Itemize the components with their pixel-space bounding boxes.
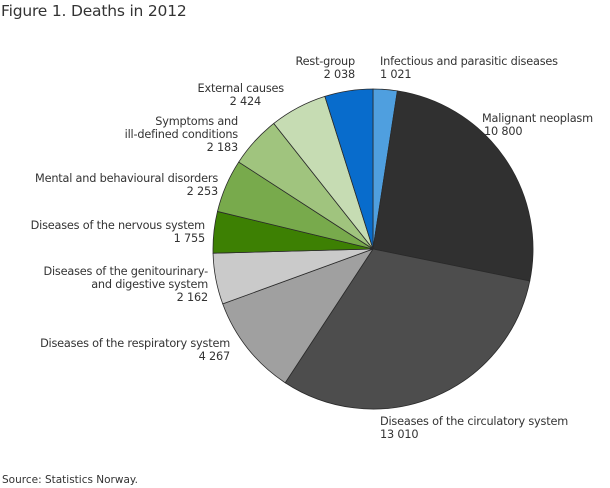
label-text: Diseases of the nervous system <box>30 219 206 232</box>
label-value: 2 253 <box>186 185 219 198</box>
label-genitourinary: Diseases of the genitourinary- and diges… <box>43 265 208 304</box>
label-value: 10 800 <box>484 125 523 138</box>
label-external: External causes 2 424 <box>197 82 285 108</box>
label-circulatory: Diseases of the circulatory system 13 01… <box>380 415 568 441</box>
label-value: 2 183 <box>206 141 239 154</box>
label-text: Malignant neoplasm <box>482 112 593 125</box>
pie-slice <box>372 90 534 282</box>
label-text: External causes <box>197 82 285 95</box>
label-text: Mental and behavioural disorders <box>35 172 218 185</box>
label-text: Rest-group <box>295 55 356 68</box>
label-text: Diseases of the respiratory system <box>40 337 230 350</box>
pie-slices <box>212 88 534 410</box>
label-text: Diseases of the circulatory system <box>380 415 568 428</box>
label-value: 2 162 <box>176 291 209 304</box>
label-value: 1 021 <box>380 68 412 81</box>
chart-title: Figure 1. Deaths in 2012 <box>1 2 187 20</box>
label-infectious: Infectious and parasitic diseases 1 021 <box>380 55 558 81</box>
label-text: Diseases of the genitourinary- <box>43 265 208 278</box>
label-text-2: ill-defined conditions <box>124 128 239 141</box>
label-value: 4 267 <box>198 350 231 363</box>
label-rest: Rest-group 2 038 <box>296 55 356 81</box>
label-nervous: Diseases of the nervous system 1 755 <box>30 219 206 245</box>
label-malignant: Malignant neoplasm 10 800 <box>482 112 593 138</box>
label-value: 2 038 <box>323 68 356 81</box>
label-symptoms: Symptoms and ill-defined conditions 2 18… <box>124 115 239 154</box>
label-value: 2 424 <box>229 95 262 108</box>
source-note: Source: Statistics Norway. <box>2 474 138 486</box>
pie-slice <box>324 88 374 250</box>
label-value: 1 755 <box>173 232 206 245</box>
label-text: Infectious and parasitic diseases <box>380 55 558 68</box>
pie-slice <box>222 248 374 384</box>
label-mental: Mental and behavioural disorders 2 253 <box>35 172 218 198</box>
label-text: Symptoms and <box>155 115 238 128</box>
pie-slice <box>284 248 531 410</box>
label-value: 13 010 <box>380 428 419 441</box>
label-text-2: and digestive system <box>91 278 208 291</box>
label-respiratory: Diseases of the respiratory system 4 267 <box>40 337 230 363</box>
